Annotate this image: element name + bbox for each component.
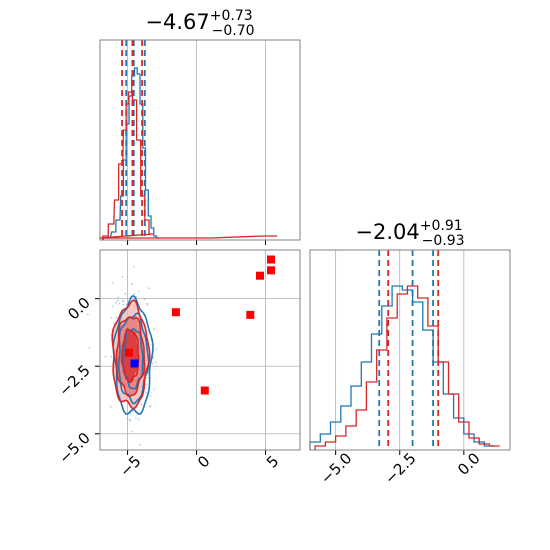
x-tick-label: 0 xyxy=(194,452,213,471)
sample-point xyxy=(149,405,152,407)
histogram-series-0 xyxy=(309,285,495,450)
sample-point xyxy=(110,317,113,319)
sample-point xyxy=(122,299,124,302)
sample-point xyxy=(154,361,157,364)
panel-bottom-right-histogram: −5.0 −2.5 0.0 −2.04+0.91 −0.93 xyxy=(309,218,511,488)
sample-point xyxy=(130,430,133,433)
sample-point xyxy=(131,282,133,285)
sample-point xyxy=(118,302,121,305)
red-square-marker xyxy=(200,386,209,395)
plot-area xyxy=(100,40,300,240)
sample-point xyxy=(126,417,129,420)
sample-point xyxy=(149,395,152,397)
sample-point xyxy=(138,443,141,446)
contour-line xyxy=(115,316,146,397)
sample-point xyxy=(133,266,135,268)
blue-square-marker xyxy=(130,359,139,368)
sample-point xyxy=(122,303,125,306)
sample-point xyxy=(155,348,158,350)
title-upper-error: +0.73 xyxy=(210,8,253,24)
contour-line xyxy=(120,328,140,384)
sample-point xyxy=(122,300,125,303)
sample-point xyxy=(117,299,120,302)
sample-point xyxy=(124,292,127,295)
panel-title: −4.67+0.73 −0.70 xyxy=(145,8,254,39)
red-square-marker xyxy=(256,271,264,280)
sample-point xyxy=(144,298,146,300)
title-value: −2.04 xyxy=(355,220,419,244)
sample-point xyxy=(115,301,117,304)
sample-point xyxy=(145,383,148,386)
red-square-marker xyxy=(246,310,255,319)
red-square-marker xyxy=(125,348,133,357)
sample-point xyxy=(111,281,114,284)
histogram-series-1 xyxy=(314,285,500,450)
sample-point xyxy=(121,275,124,278)
sample-point xyxy=(145,392,148,394)
panel-bottom-left-scatter: −5 0 5 0.0 −2.5 −5.0 xyxy=(55,249,301,480)
red-square-marker xyxy=(267,255,275,264)
sample-point xyxy=(87,313,89,316)
y-tick-label: 0.0 xyxy=(64,294,94,324)
x-tick-label: −5.0 xyxy=(317,449,355,487)
plot-frame xyxy=(99,249,301,451)
title-lower-error: −0.93 xyxy=(422,233,465,249)
sample-point xyxy=(133,292,135,295)
sample-point xyxy=(113,322,116,325)
sample-point xyxy=(110,355,113,358)
panel-top-left-histogram: −4.67+0.73 −0.70 xyxy=(99,8,301,245)
title-lower-error: −0.70 xyxy=(212,23,255,39)
plot-frame xyxy=(309,249,511,451)
x-tick-label: −5 xyxy=(116,452,144,480)
sample-point xyxy=(111,305,114,308)
panel-title: −2.04+0.91 −0.93 xyxy=(355,218,464,249)
sample-point xyxy=(135,416,137,419)
histogram-series-0 xyxy=(102,67,160,240)
sample-point xyxy=(146,376,148,379)
sample-point xyxy=(115,316,118,319)
y-tick-label: −2.5 xyxy=(55,361,93,399)
red-square-marker xyxy=(267,266,275,275)
plot-frame xyxy=(99,39,301,241)
plot-area xyxy=(310,250,510,450)
x-tick-label: 0.0 xyxy=(454,449,484,479)
y-tick-label: −5.0 xyxy=(55,429,93,467)
sample-point xyxy=(146,303,149,306)
title-value: −4.67 xyxy=(145,10,209,34)
x-tick-label: 5 xyxy=(263,452,282,471)
sample-point xyxy=(153,388,155,391)
sample-point xyxy=(117,296,119,299)
contour-line xyxy=(122,328,144,390)
sample-point xyxy=(128,418,131,421)
sample-point xyxy=(149,405,151,408)
sample-point xyxy=(88,346,91,349)
title-upper-error: +0.91 xyxy=(420,218,463,234)
sample-point xyxy=(140,403,143,406)
red-square-marker xyxy=(171,308,180,317)
sample-point xyxy=(110,405,112,408)
sample-point xyxy=(151,362,154,365)
contour-line xyxy=(111,299,151,410)
sample-point xyxy=(146,302,149,305)
sample-point xyxy=(137,418,140,421)
sample-point xyxy=(129,419,132,422)
sample-point xyxy=(153,328,156,331)
sample-point xyxy=(148,287,150,290)
sample-point xyxy=(137,290,140,293)
sample-point xyxy=(135,296,138,298)
sample-point xyxy=(104,355,107,358)
x-tick-label: −2.5 xyxy=(381,449,419,487)
